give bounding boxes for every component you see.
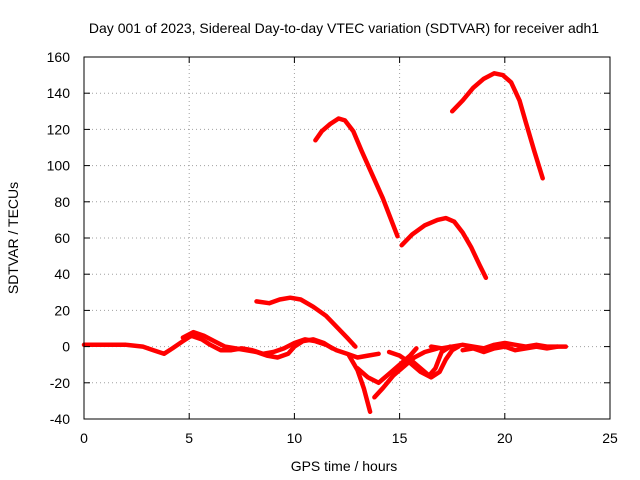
series-arc-high-2: [399, 215, 489, 281]
series-dip-4: [386, 344, 461, 380]
y-tick-label: 40: [54, 266, 70, 282]
series-arc-high-1: [313, 116, 400, 239]
series-dip-2: [355, 346, 419, 386]
y-tick-label: 160: [47, 49, 71, 65]
y-tick-label: 0: [62, 339, 70, 355]
y-tick-label: 100: [47, 158, 71, 174]
series-base-2: [180, 329, 335, 360]
chart-title: Day 001 of 2023, Sidereal Day-to-day VTE…: [89, 20, 599, 36]
x-axis-title: GPS time / hours: [291, 458, 398, 474]
ticks: [84, 57, 610, 419]
y-tick-label: 60: [54, 230, 70, 246]
x-tick-label: 20: [497, 430, 513, 446]
y-tick-label: 80: [54, 194, 70, 210]
x-tick-label: 15: [392, 430, 408, 446]
y-tick-label: 20: [54, 302, 70, 318]
y-tick-label: 140: [47, 85, 71, 101]
x-tick-label: 10: [287, 430, 303, 446]
series-dip-5: [407, 344, 453, 378]
series-dip-3: [372, 346, 440, 400]
tick-labels: 0 5 10 15 20 25 -40 -20 0 20 40 60 80 100 120 140 160: [47, 49, 618, 446]
x-tick-label: 0: [80, 430, 88, 446]
y-tick-label: -20: [50, 375, 70, 391]
series-arc-high-3: [449, 71, 545, 181]
series-dip-1: [346, 353, 373, 415]
plot-frame: [83, 56, 611, 420]
x-tick-label: 5: [185, 430, 193, 446]
y-tick-label: 120: [47, 121, 71, 137]
series-group: [81, 71, 569, 415]
y-axis-title: SDTVAR / TECUs: [5, 182, 21, 294]
series-arc-mid: [254, 295, 358, 349]
y-tick-label: -40: [50, 411, 70, 427]
x-tick-label: 25: [602, 430, 618, 446]
grid: [84, 57, 610, 419]
series-base-4: [460, 344, 560, 355]
